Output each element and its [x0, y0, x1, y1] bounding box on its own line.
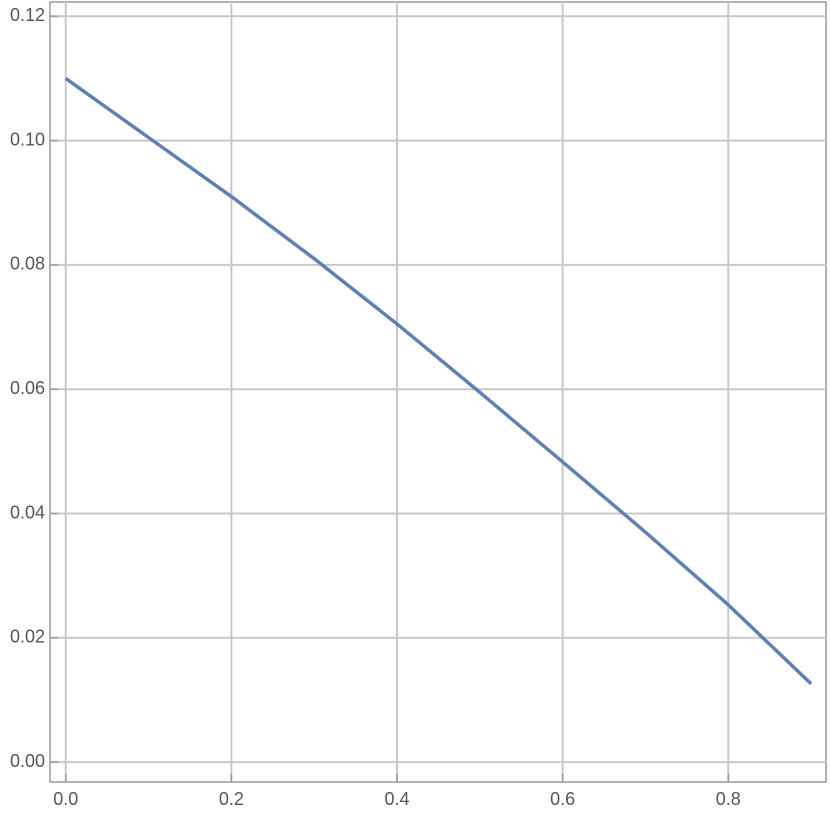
y-tick-label: 0.06	[10, 378, 45, 398]
plot-frame	[49, 1, 827, 783]
y-tick-label: 0.02	[10, 627, 45, 647]
x-tick-label: 0.0	[53, 789, 78, 809]
x-tick-label: 0.2	[219, 789, 244, 809]
x-tick-label: 0.4	[384, 789, 409, 809]
y-tick-label: 0.08	[10, 254, 45, 274]
x-tick-label: 0.8	[716, 789, 741, 809]
x-tick-label: 0.6	[550, 789, 575, 809]
y-tick-label: 0.10	[10, 129, 45, 149]
data-line	[64, 77, 813, 686]
y-tick-label: 0.04	[10, 502, 45, 522]
y-tick-label: 0.12	[10, 5, 45, 25]
y-tick-label: 0.00	[10, 751, 45, 771]
